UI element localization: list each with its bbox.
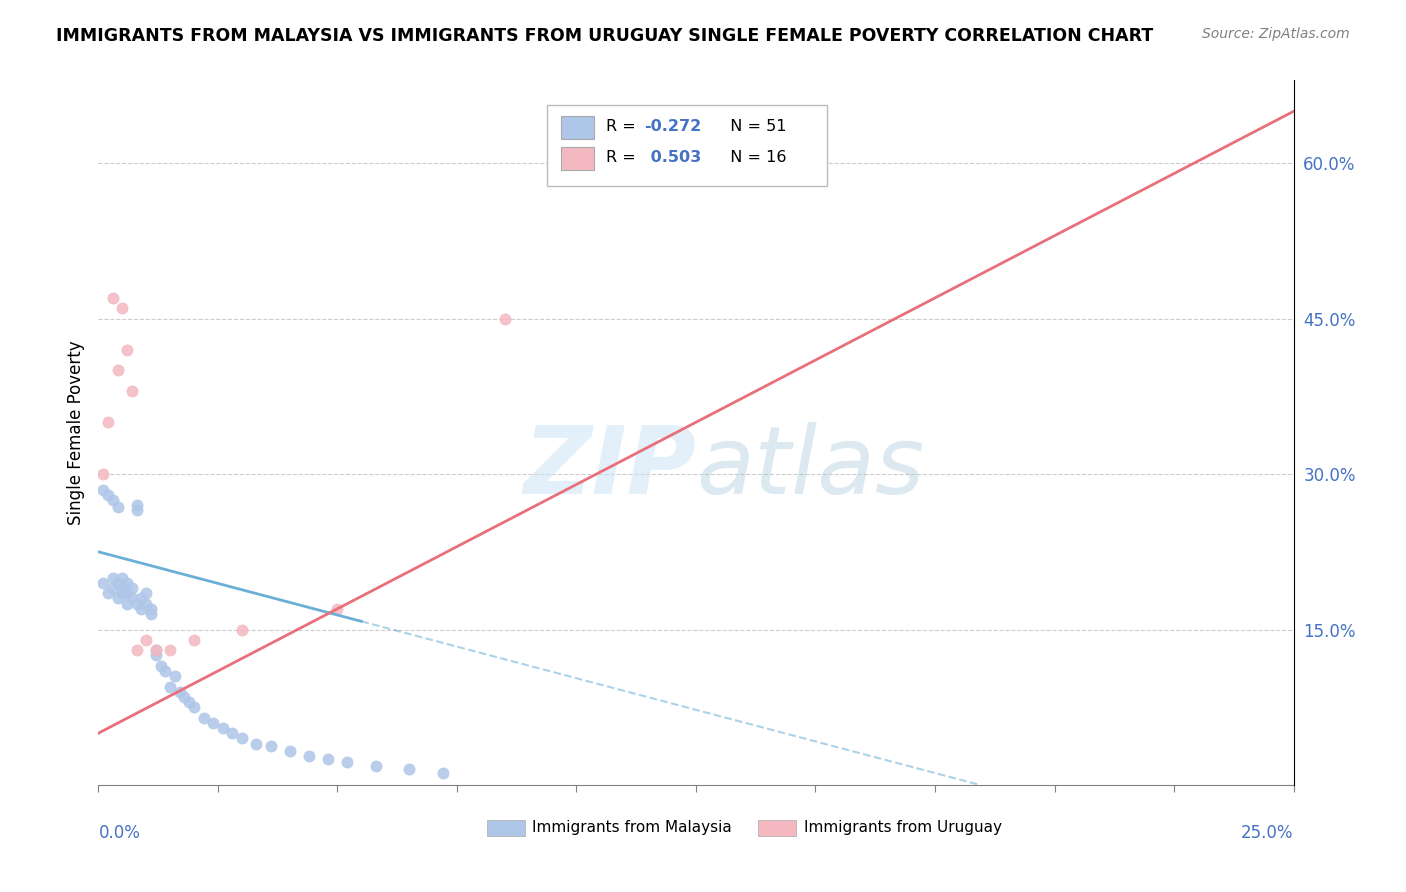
Point <box>231 731 253 746</box>
Point <box>107 591 129 606</box>
Point <box>115 597 138 611</box>
Point <box>135 597 157 611</box>
Point <box>121 581 143 595</box>
Point <box>316 752 339 766</box>
Point <box>101 291 124 305</box>
Point <box>145 643 167 657</box>
Point <box>107 575 129 590</box>
Point <box>111 586 134 600</box>
Point <box>231 623 253 637</box>
Point <box>364 759 387 773</box>
Text: N = 51: N = 51 <box>720 119 786 134</box>
Point <box>131 591 153 606</box>
Bar <box>486 821 524 836</box>
Point <box>173 690 195 704</box>
Point <box>111 581 134 595</box>
Point <box>163 669 186 683</box>
Point <box>278 744 301 758</box>
Point <box>135 586 157 600</box>
Point <box>111 571 134 585</box>
Bar <box>758 821 796 836</box>
Point <box>115 343 138 357</box>
Point <box>193 710 215 724</box>
Point <box>97 586 120 600</box>
Point <box>259 739 281 753</box>
Text: 0.503: 0.503 <box>644 150 700 165</box>
Text: atlas: atlas <box>696 422 924 514</box>
Point <box>97 415 120 429</box>
Text: R =: R = <box>606 119 641 134</box>
Y-axis label: Single Female Poverty: Single Female Poverty <box>66 341 84 524</box>
Point <box>145 648 167 663</box>
Text: N = 16: N = 16 <box>720 150 786 165</box>
Point <box>91 575 114 590</box>
Point <box>169 684 191 698</box>
Point <box>432 765 454 780</box>
Point <box>145 643 167 657</box>
Point <box>101 581 124 595</box>
Point <box>111 301 134 316</box>
Point <box>211 721 233 735</box>
Text: Immigrants from Uruguay: Immigrants from Uruguay <box>804 820 1001 835</box>
Text: R =: R = <box>606 150 641 165</box>
Point <box>107 500 129 515</box>
Point <box>125 643 148 657</box>
Point <box>298 748 321 763</box>
Point <box>179 695 201 709</box>
Point <box>97 488 120 502</box>
Point <box>135 632 157 647</box>
Text: IMMIGRANTS FROM MALAYSIA VS IMMIGRANTS FROM URUGUAY SINGLE FEMALE POVERTY CORREL: IMMIGRANTS FROM MALAYSIA VS IMMIGRANTS F… <box>56 27 1153 45</box>
Text: -0.272: -0.272 <box>644 119 702 134</box>
Point <box>131 601 153 615</box>
Bar <box>561 147 595 169</box>
Text: ZIP: ZIP <box>523 422 696 514</box>
Text: Immigrants from Malaysia: Immigrants from Malaysia <box>533 820 733 835</box>
Bar <box>561 116 595 139</box>
Point <box>125 498 148 512</box>
Point <box>159 643 181 657</box>
Point <box>159 680 181 694</box>
Point <box>149 658 172 673</box>
Point <box>398 763 420 777</box>
Point <box>125 597 148 611</box>
Point <box>91 467 114 481</box>
Point <box>183 632 205 647</box>
Point <box>91 483 114 497</box>
Point <box>326 601 349 615</box>
FancyBboxPatch shape <box>547 105 827 186</box>
Point <box>155 664 177 678</box>
Point <box>101 571 124 585</box>
Point <box>115 575 138 590</box>
Point <box>115 586 138 600</box>
Point <box>101 493 124 508</box>
Point <box>107 363 129 377</box>
Point <box>139 607 162 621</box>
Point <box>494 311 516 326</box>
Text: Source: ZipAtlas.com: Source: ZipAtlas.com <box>1202 27 1350 41</box>
Point <box>336 755 359 769</box>
Point <box>125 503 148 517</box>
Point <box>183 700 205 714</box>
Text: 25.0%: 25.0% <box>1241 823 1294 842</box>
Point <box>245 737 267 751</box>
Point <box>221 726 243 740</box>
Point <box>139 601 162 615</box>
Text: 0.0%: 0.0% <box>98 823 141 842</box>
Point <box>121 591 143 606</box>
Point <box>121 384 143 399</box>
Point <box>202 715 225 730</box>
Point <box>661 156 683 170</box>
